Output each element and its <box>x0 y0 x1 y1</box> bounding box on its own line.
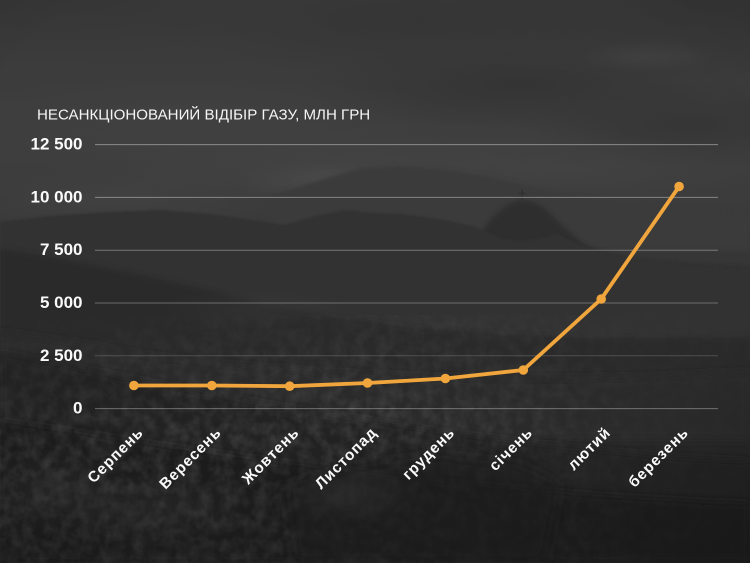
svg-text:НЕСАНКЦІОНОВАНИЙ ВІДІБІР ГАЗУ,: НЕСАНКЦІОНОВАНИЙ ВІДІБІР ГАЗУ, МЛН ГРН <box>37 106 370 124</box>
svg-text:7 500: 7 500 <box>40 240 83 259</box>
svg-text:12 500: 12 500 <box>31 135 83 154</box>
svg-text:0: 0 <box>73 399 82 418</box>
svg-text:січень: січень <box>486 424 536 474</box>
svg-text:лютий: лютий <box>565 424 615 474</box>
svg-text:Жовтень: Жовтень <box>238 424 302 488</box>
svg-text:2 500: 2 500 <box>40 346 83 365</box>
svg-text:грудень: грудень <box>399 424 458 483</box>
svg-text:березень: березень <box>625 424 692 491</box>
svg-text:10 000: 10 000 <box>31 187 83 206</box>
svg-text:5 000: 5 000 <box>40 293 83 312</box>
svg-text:Вересень: Вересень <box>156 424 225 493</box>
svg-text:Серпень: Серпень <box>84 424 147 487</box>
svg-text:Листопад: Листопад <box>312 424 381 493</box>
